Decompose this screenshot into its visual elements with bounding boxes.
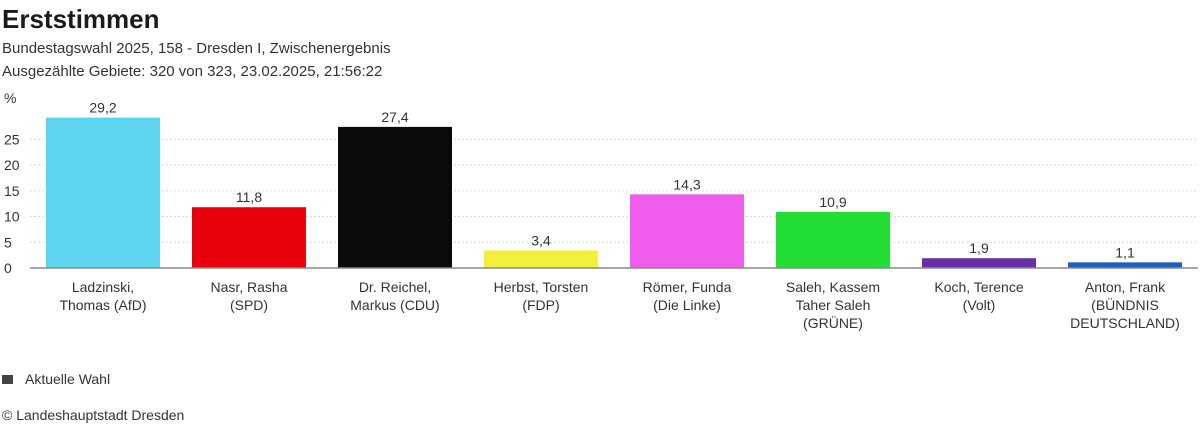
bar-value-label-3: 3,4 — [531, 232, 551, 248]
y-tick-label-10: 10 — [4, 209, 20, 225]
category-label-3-line-0: Herbst, Torsten — [494, 279, 589, 295]
y-tick-label-25: 25 — [4, 131, 20, 147]
legend: Aktuelle Wahl — [2, 371, 110, 387]
category-label-5-line-2: (GRÜNE) — [803, 314, 863, 331]
category-label-4-line-0: Römer, Funda — [643, 279, 732, 295]
bar-6 — [922, 258, 1036, 268]
y-tick-label-5: 5 — [4, 234, 12, 250]
bar-value-label-1: 11,8 — [236, 189, 262, 205]
bar-3 — [484, 250, 598, 268]
category-label-5-line-0: Saleh, Kassem — [786, 279, 880, 295]
y-tick-label-20: 20 — [4, 157, 20, 173]
bar-value-label-0: 29,2 — [89, 100, 116, 116]
legend-swatch — [2, 374, 13, 384]
chart-subtitle-counted-areas: Ausgezählte Gebiete: 320 von 323, 23.02.… — [2, 63, 383, 80]
category-label-0-line-0: Ladzinski, — [72, 279, 134, 295]
bar-value-label-2: 27,4 — [381, 109, 408, 125]
bar-value-label-4: 14,3 — [673, 176, 700, 192]
category-label-5-line-1: Taher Saleh — [796, 297, 871, 313]
category-label-1-line-1: (SPD) — [230, 297, 268, 313]
category-label-6-line-0: Koch, Terence — [934, 279, 1023, 295]
source-credit: © Landeshauptstadt Dresden — [2, 407, 185, 423]
bar-2 — [338, 126, 452, 268]
bar-1 — [192, 207, 306, 268]
bar-0 — [46, 117, 160, 269]
category-label-3-line-1: (FDP) — [522, 297, 559, 313]
y-tick-label-15: 15 — [4, 183, 20, 199]
bar-4 — [630, 194, 744, 268]
bar-value-label-6: 1,9 — [969, 240, 989, 256]
category-label-7-line-1: (BÜNDNIS — [1091, 296, 1159, 313]
chart-subtitle-election: Bundestagswahl 2025, 158 - Dresden I, Zw… — [2, 40, 391, 57]
category-label-7-line-2: DEUTSCHLAND) — [1070, 315, 1180, 331]
legend-label: Aktuelle Wahl — [25, 371, 111, 387]
bar-5 — [776, 211, 890, 268]
bar-value-label-5: 10,9 — [819, 194, 846, 210]
category-label-4-line-1: (Die Linke) — [653, 297, 721, 313]
y-axis-unit-label: % — [4, 90, 17, 106]
chart-title: Erststimmen — [2, 4, 160, 34]
y-tick-label-0: 0 — [4, 260, 12, 276]
category-label-2-line-1: Markus (CDU) — [350, 297, 439, 313]
bar-value-label-7: 1,1 — [1115, 244, 1135, 260]
category-label-6-line-1: (Volt) — [963, 297, 996, 313]
bar-7 — [1068, 262, 1182, 268]
category-label-2-line-0: Dr. Reichel, — [359, 279, 431, 295]
bar-chart: 0 5 10 15 20 25 29,2 Ladzinski, Thomas (AfD) 11,8… — [4, 100, 1198, 331]
category-label-1-line-0: Nasr, Rasha — [210, 279, 287, 295]
category-label-7-line-0: Anton, Frank — [1085, 279, 1166, 295]
category-label-0-line-1: Thomas (AfD) — [59, 297, 146, 313]
